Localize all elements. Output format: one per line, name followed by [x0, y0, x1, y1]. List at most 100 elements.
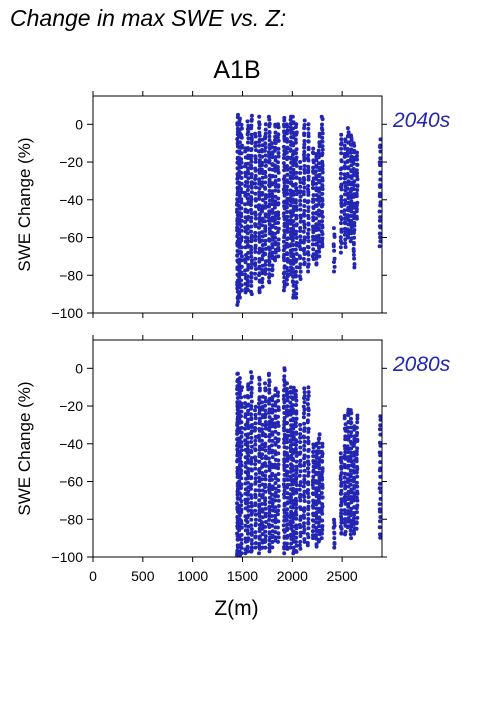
data-point	[302, 453, 307, 458]
data-point	[249, 440, 254, 444]
data-point	[291, 176, 296, 180]
data-point	[301, 415, 306, 420]
data-point	[290, 182, 295, 187]
data-point	[239, 126, 244, 131]
data-point	[273, 436, 278, 441]
data-point	[291, 430, 295, 435]
data-point	[285, 201, 290, 206]
data-point	[267, 549, 272, 554]
data-point	[273, 174, 278, 179]
data-point	[317, 178, 322, 183]
data-point	[317, 515, 322, 520]
data-point	[282, 514, 287, 519]
data-point	[306, 174, 311, 179]
data-point	[270, 189, 275, 194]
data-point	[260, 154, 265, 159]
data-point	[270, 477, 274, 482]
plot-frame	[92, 339, 383, 558]
data-point	[339, 132, 344, 137]
data-point	[342, 475, 347, 480]
data-point	[276, 220, 281, 225]
data-point	[273, 481, 278, 486]
data-point	[293, 182, 298, 187]
data-point	[260, 257, 265, 262]
data-point	[293, 273, 298, 278]
data-point	[282, 377, 287, 382]
data-point	[276, 519, 281, 524]
data-point	[306, 470, 311, 475]
data-point	[249, 374, 254, 379]
data-point	[349, 223, 354, 228]
data-point	[246, 250, 251, 255]
data-point	[343, 529, 348, 534]
data-point	[378, 535, 383, 540]
data-point	[249, 224, 254, 229]
data-point	[302, 468, 307, 473]
data-point	[257, 120, 262, 125]
data-point	[269, 421, 274, 425]
data-point	[282, 528, 286, 533]
data-point	[352, 516, 356, 521]
data-point	[320, 122, 324, 127]
data-point	[253, 458, 258, 463]
data-point	[282, 495, 287, 500]
data-point	[306, 439, 311, 444]
data-point	[263, 174, 268, 179]
data-point	[276, 488, 281, 493]
data-point	[298, 450, 303, 455]
data-point	[275, 230, 280, 234]
data-point	[332, 536, 337, 541]
data-point	[294, 257, 299, 262]
data-point	[257, 212, 262, 217]
data-point	[249, 239, 254, 244]
data-point	[239, 518, 244, 523]
data-point	[245, 255, 250, 260]
data-point	[348, 214, 353, 218]
data-point	[270, 253, 275, 258]
data-point	[260, 223, 264, 228]
data-point	[267, 383, 271, 388]
data-point	[260, 427, 264, 432]
data-point	[349, 218, 354, 223]
data-point	[270, 471, 275, 476]
data-point	[355, 484, 360, 489]
data-point	[338, 245, 343, 250]
data-point	[267, 438, 272, 443]
data-point	[316, 488, 321, 493]
data-point	[306, 126, 311, 131]
data-point	[306, 504, 311, 509]
data-point	[290, 505, 295, 510]
data-point	[249, 423, 254, 427]
data-point	[285, 428, 290, 433]
data-point	[306, 435, 310, 440]
data-point	[263, 395, 268, 400]
data-point	[351, 462, 356, 467]
data-point	[302, 400, 307, 405]
data-point	[298, 229, 303, 233]
data-point	[249, 113, 254, 118]
data-point	[239, 235, 244, 240]
data-point	[259, 167, 264, 172]
data-point	[246, 470, 251, 475]
data-point	[378, 203, 383, 208]
data-point	[320, 502, 325, 507]
data-point	[275, 393, 280, 398]
data-point	[249, 504, 254, 509]
plot-frame	[92, 95, 383, 314]
data-point	[260, 492, 265, 497]
data-point	[355, 413, 360, 418]
data-point	[249, 467, 254, 472]
data-point	[298, 435, 303, 440]
data-point	[294, 409, 299, 414]
data-point	[290, 467, 295, 472]
data-point	[306, 213, 311, 218]
data-point	[351, 247, 356, 251]
data-point	[314, 163, 319, 168]
data-point	[239, 532, 244, 537]
data-point	[257, 375, 262, 380]
data-point	[355, 474, 360, 479]
data-point	[306, 488, 310, 492]
data-point	[245, 457, 250, 462]
data-point	[332, 232, 337, 237]
data-point	[239, 401, 244, 406]
